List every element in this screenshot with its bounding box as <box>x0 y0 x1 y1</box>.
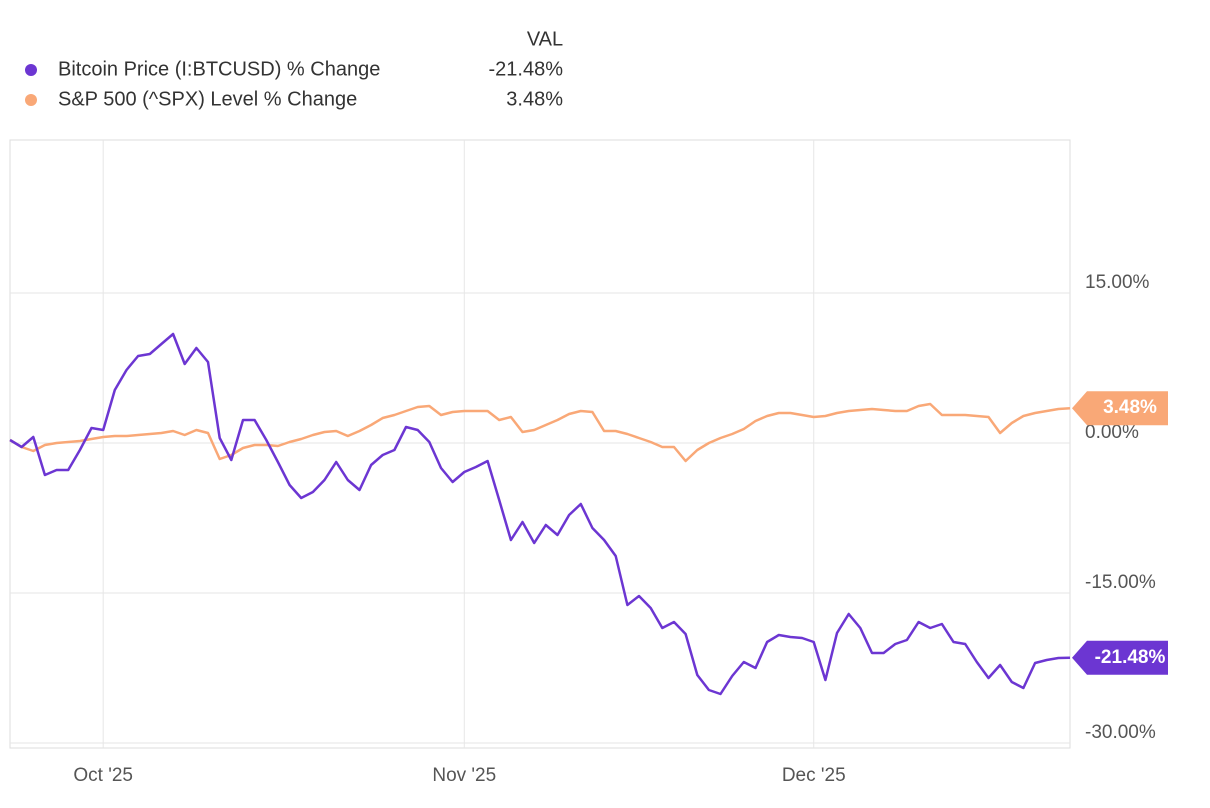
legend-label: S&P 500 (^SPX) Level % Change <box>58 88 357 110</box>
plot-border <box>9 139 1071 749</box>
y-tick-label: -15.00% <box>1085 572 1156 593</box>
x-tick-label: Dec '25 <box>782 765 846 786</box>
x-tick-label: Nov '25 <box>432 765 496 786</box>
y-tick-label: 15.00% <box>1085 272 1150 293</box>
x-tick-label: Oct '25 <box>73 765 133 786</box>
legend-value: 3.48% <box>506 88 563 110</box>
y-tick-label: -30.00% <box>1085 722 1156 743</box>
legend-marker <box>25 64 37 76</box>
legend-label: Bitcoin Price (I:BTCUSD) % Change <box>58 58 380 80</box>
end-badge <box>1072 391 1168 426</box>
series-line <box>9 402 1071 463</box>
end-label: 3.48% <box>1103 397 1157 418</box>
legend-value: -21.48% <box>489 58 564 80</box>
end-badge <box>1072 640 1168 675</box>
legend-marker <box>25 94 37 106</box>
legend-header: VAL <box>527 28 563 50</box>
end-label: -21.48% <box>1095 647 1166 668</box>
series-line <box>9 332 1071 696</box>
y-tick-label: 0.00% <box>1085 422 1139 443</box>
